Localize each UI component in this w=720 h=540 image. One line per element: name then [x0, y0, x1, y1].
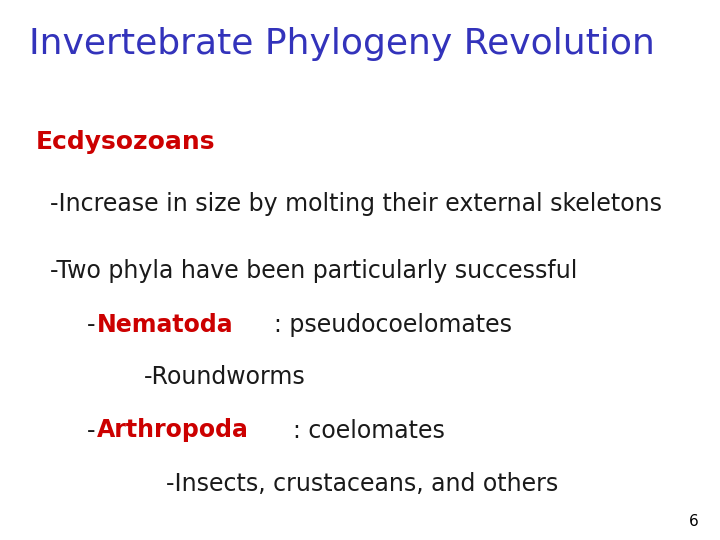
Text: Invertebrate Phylogeny Revolution: Invertebrate Phylogeny Revolution — [29, 27, 654, 61]
Text: Ecdysozoans: Ecdysozoans — [36, 130, 215, 153]
Text: -Roundworms: -Roundworms — [144, 364, 306, 388]
Text: -: - — [86, 313, 95, 337]
Text: Arthropoda: Arthropoda — [97, 418, 249, 442]
Text: : coelomates: : coelomates — [293, 418, 445, 442]
Text: -Increase in size by molting their external skeletons: -Increase in size by molting their exter… — [50, 192, 662, 215]
Text: -Insects, crustaceans, and others: -Insects, crustaceans, and others — [166, 472, 558, 496]
Text: -: - — [86, 418, 95, 442]
Text: 6: 6 — [688, 514, 698, 529]
Text: -Two phyla have been particularly successful: -Two phyla have been particularly succes… — [50, 259, 577, 283]
Text: Nematoda: Nematoda — [97, 313, 234, 337]
Text: : pseudocoelomates: : pseudocoelomates — [274, 313, 512, 337]
